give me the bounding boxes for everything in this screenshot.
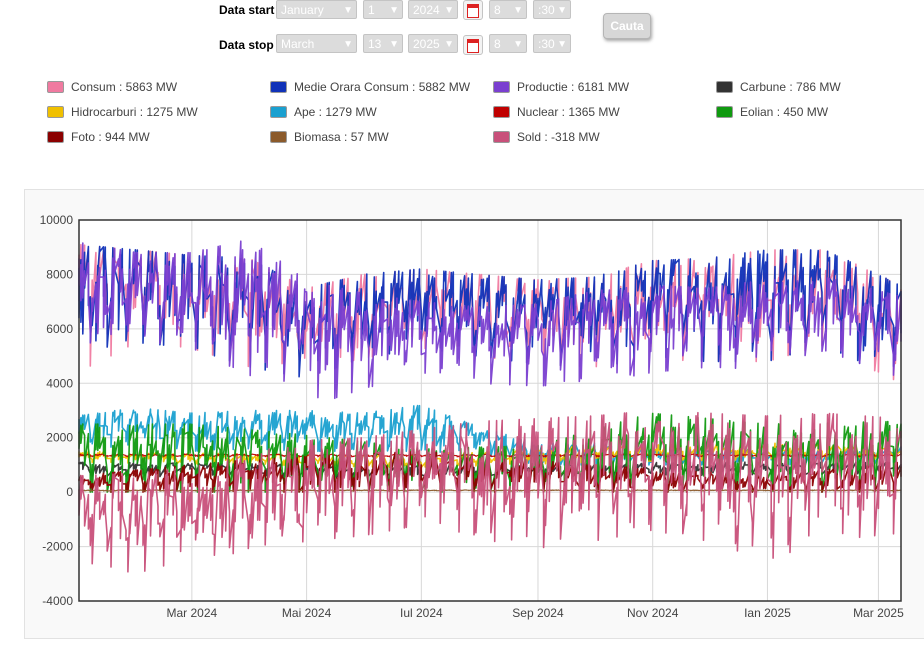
y-tick-label: 4000 xyxy=(46,376,73,390)
legend-item[interactable]: Consum : 5863 MW xyxy=(47,79,177,95)
chart-panel: 10000 8000 6000 4000 2000 0 -2000 -4000 Mar 2024… xyxy=(24,189,924,639)
start-day-select[interactable]: 1 ▼ xyxy=(363,0,403,19)
legend-swatch xyxy=(493,105,510,118)
legend-item[interactable]: Eolian : 450 MW xyxy=(716,104,828,120)
search-button[interactable]: Cauta xyxy=(603,13,651,39)
legend-label: Nuclear : 1365 MW xyxy=(517,105,620,119)
y-tick-label: 10000 xyxy=(40,213,74,227)
x-tick-label: Mai 2024 xyxy=(282,606,332,620)
legend-swatch xyxy=(716,105,733,118)
series-line xyxy=(78,411,902,573)
legend-item[interactable]: Carbune : 786 MW xyxy=(716,79,841,95)
plot-border xyxy=(78,219,902,602)
legend-label: Carbune : 786 MW xyxy=(740,80,841,94)
stop-day-select[interactable]: 13 ▼ xyxy=(363,34,403,53)
y-tick-label: 0 xyxy=(66,485,73,499)
legend-label: Foto : 944 MW xyxy=(71,130,150,144)
legend-item[interactable]: Sold : -318 MW xyxy=(493,129,600,145)
legend-item[interactable]: Nuclear : 1365 MW xyxy=(493,104,620,120)
legend-swatch xyxy=(47,105,64,118)
stop-label: Data stop xyxy=(219,38,274,52)
x-tick-label: Mar 2025 xyxy=(853,606,904,620)
stop-hour-select[interactable]: 8 ▼ xyxy=(489,34,527,53)
y-tick-label: -4000 xyxy=(42,594,73,608)
legend-swatch xyxy=(493,130,510,143)
start-month-select[interactable]: January ▼ xyxy=(276,0,357,19)
y-tick-label: -2000 xyxy=(42,540,73,554)
legend-label: Biomasa : 57 MW xyxy=(294,130,389,144)
legend-label: Sold : -318 MW xyxy=(517,130,600,144)
start-minute-select[interactable]: :30 ▼ xyxy=(533,0,571,19)
y-tick-label: 6000 xyxy=(46,322,73,336)
stop-year-select[interactable]: 2025 ▼ xyxy=(408,34,458,53)
x-tick-label: Mar 2024 xyxy=(167,606,218,620)
stop-minute-select[interactable]: :30 ▼ xyxy=(533,34,571,53)
chart: 10000 8000 6000 4000 2000 0 -2000 -4000 Mar 2024… xyxy=(40,213,904,620)
legend-swatch xyxy=(270,105,287,118)
legend-label: Productie : 6181 MW xyxy=(517,80,630,94)
start-hour-select[interactable]: 8 ▼ xyxy=(489,0,527,19)
calendar-icon[interactable] xyxy=(463,0,483,20)
y-tick-label: 2000 xyxy=(46,431,73,445)
x-tick-label: Iul 2024 xyxy=(400,606,443,620)
y-tick-label: 8000 xyxy=(46,267,73,281)
legend-item[interactable]: Productie : 6181 MW xyxy=(493,79,629,95)
legend-item[interactable]: Medie Orara Consum : 5882 MW xyxy=(270,79,470,95)
legend-label: Consum : 5863 MW xyxy=(71,80,178,94)
x-tick-label: Ian 2025 xyxy=(744,606,791,620)
legend-item[interactable]: Ape : 1279 MW xyxy=(270,104,377,120)
legend-label: Hidrocarburi : 1275 MW xyxy=(71,105,198,119)
stop-month-select[interactable]: March ▼ xyxy=(276,34,357,53)
legend-label: Ape : 1279 MW xyxy=(294,105,377,119)
legend-item[interactable]: Foto : 944 MW xyxy=(47,129,150,145)
start-label: Data start xyxy=(219,3,275,17)
legend-swatch xyxy=(270,130,287,143)
series-line xyxy=(78,240,902,400)
series-line xyxy=(78,489,902,492)
legend-item[interactable]: Hidrocarburi : 1275 MW xyxy=(47,104,198,120)
legend-swatch xyxy=(493,80,510,93)
legend-swatch xyxy=(270,80,287,93)
legend-swatch xyxy=(47,130,64,143)
legend-label: Medie Orara Consum : 5882 MW xyxy=(294,80,471,94)
calendar-icon[interactable] xyxy=(463,35,483,55)
x-tick-label: Sep 2024 xyxy=(512,606,564,620)
legend-swatch xyxy=(716,80,733,93)
legend-item[interactable]: Biomasa : 57 MW xyxy=(270,129,389,145)
x-tick-label: Nov 2024 xyxy=(627,606,679,620)
legend-label: Eolian : 450 MW xyxy=(740,105,829,119)
start-year-select[interactable]: 2024 ▼ xyxy=(408,0,458,19)
legend-swatch xyxy=(47,80,64,93)
